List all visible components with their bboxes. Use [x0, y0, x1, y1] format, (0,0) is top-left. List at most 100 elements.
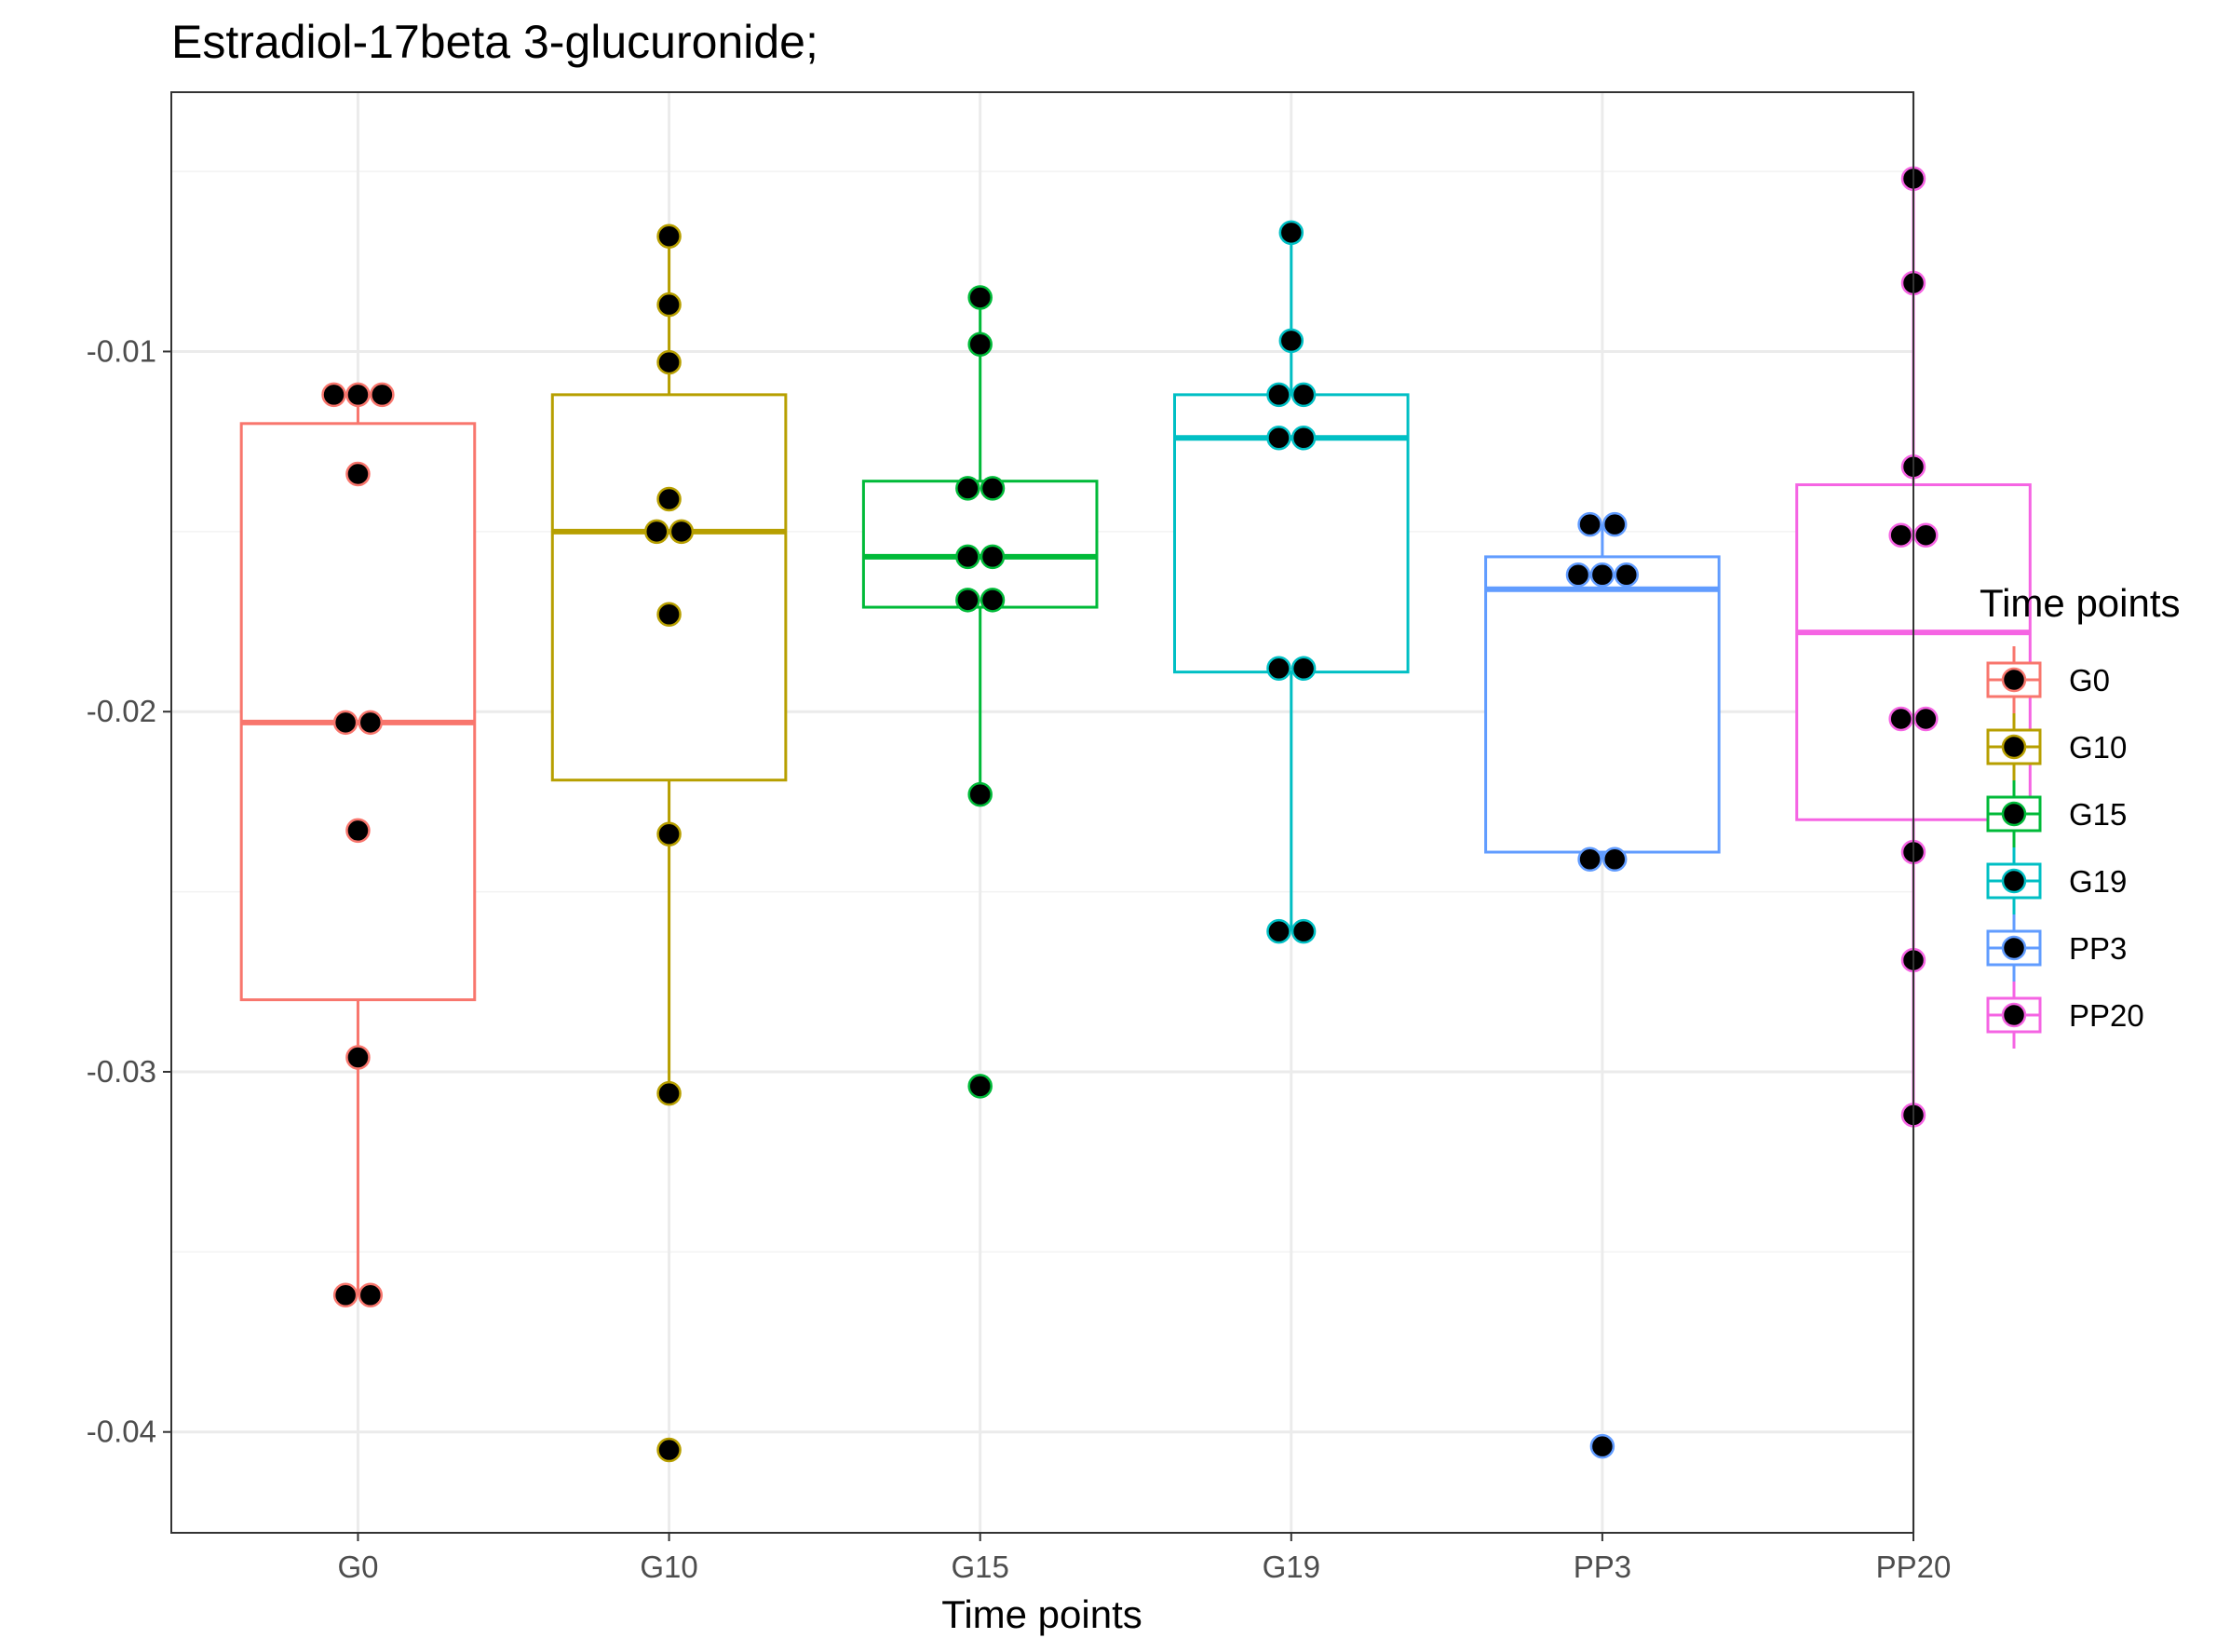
- data-point-g0: [332, 1282, 358, 1307]
- data-point-g19: [1278, 220, 1304, 246]
- y-tick-label: -0.02: [87, 694, 156, 728]
- data-point-g15: [980, 588, 1006, 613]
- data-point-pp20: [1888, 522, 1913, 548]
- y-tick-label: -0.04: [87, 1415, 156, 1449]
- y-tick-label: -0.01: [87, 333, 156, 368]
- data-point-g0: [321, 382, 346, 408]
- legend-title: Time points: [1980, 581, 2181, 625]
- data-point-g19: [1266, 426, 1291, 451]
- data-point-g15: [955, 544, 980, 570]
- data-point-g10: [656, 602, 682, 628]
- data-point-g15: [955, 588, 980, 613]
- legend-key-point: [2001, 1002, 2027, 1028]
- x-axis-title: Time points: [941, 1592, 1142, 1636]
- x-axis: G0 G10 G15 G19 PP3 PP20: [337, 1533, 1951, 1584]
- data-point-g0: [358, 1282, 384, 1307]
- data-point-g10: [656, 1080, 682, 1106]
- data-point-pp3: [1602, 846, 1628, 873]
- box-iqr: [550, 393, 788, 782]
- data-point-pp20: [1913, 522, 1939, 548]
- x-tick-label: G10: [640, 1550, 697, 1584]
- legend-key-pp3: [1986, 914, 2042, 982]
- data-point-pp20: [1888, 706, 1913, 732]
- data-point-g19: [1266, 918, 1291, 944]
- point-layer: [321, 166, 1939, 1463]
- legend-key-g19: [1986, 847, 2042, 914]
- legend-label: G15: [2069, 797, 2127, 832]
- data-point-pp20: [1913, 706, 1939, 732]
- x-tick-label: G15: [951, 1550, 1008, 1584]
- data-point-g10: [656, 1437, 682, 1463]
- data-point-g15: [955, 476, 980, 501]
- data-point-pp3: [1614, 562, 1640, 588]
- x-tick-label: G0: [337, 1550, 378, 1584]
- x-tick-label: PP20: [1876, 1550, 1952, 1584]
- y-tick-label: -0.03: [87, 1054, 156, 1089]
- data-point-g0: [358, 710, 384, 736]
- data-point-g15: [980, 476, 1006, 501]
- legend: Time points G0 G10 G15 G19 PP3 PP20: [1980, 581, 2181, 1049]
- x-tick-label: G19: [1263, 1550, 1320, 1584]
- legend-label: G10: [2069, 730, 2127, 765]
- legend-key-pp20: [1986, 982, 2042, 1049]
- box-g15: [861, 297, 1099, 795]
- legend-label: PP3: [2069, 931, 2127, 966]
- legend-key-point: [2001, 734, 2027, 760]
- chart-title: Estradiol-17beta 3-glucuronide;: [171, 16, 818, 68]
- box-g0: [239, 394, 477, 1295]
- data-point-g0: [370, 382, 395, 408]
- legend-key-g0: [1986, 646, 2042, 713]
- box-iqr: [1484, 555, 1721, 854]
- data-point-g10: [669, 519, 695, 545]
- data-point-g15: [967, 1074, 993, 1099]
- data-point-g15: [967, 332, 993, 357]
- data-point-g19: [1266, 382, 1291, 408]
- y-axis: -0.04 -0.03 -0.02 -0.01: [87, 333, 171, 1449]
- data-point-g10: [656, 291, 682, 318]
- box-iqr: [1172, 393, 1410, 674]
- legend-key-g10: [1986, 713, 2042, 780]
- data-point-pp3: [1589, 1433, 1615, 1459]
- data-point-g0: [332, 710, 358, 736]
- data-point-pp3: [1565, 562, 1591, 588]
- data-point-g15: [967, 781, 993, 807]
- data-point-pp3: [1577, 846, 1602, 873]
- box-layer: [239, 178, 2032, 1295]
- box-pp3: [1484, 524, 1721, 860]
- legend-label: PP20: [2069, 998, 2144, 1033]
- data-point-g19: [1266, 656, 1291, 682]
- data-point-g10: [656, 821, 682, 846]
- data-point-g10: [656, 486, 682, 512]
- data-point-g0: [345, 461, 371, 487]
- data-point-pp3: [1577, 511, 1602, 537]
- data-point-g19: [1291, 918, 1317, 944]
- data-point-g10: [656, 223, 682, 249]
- data-point-g19: [1278, 328, 1304, 354]
- data-point-g10: [656, 349, 682, 375]
- box-iqr: [861, 480, 1099, 609]
- data-point-g0: [345, 382, 371, 408]
- x-tick-label: PP3: [1574, 1550, 1631, 1584]
- box-g10: [550, 236, 788, 1094]
- legend-label: G19: [2069, 864, 2127, 899]
- data-point-g19: [1291, 426, 1317, 451]
- data-point-pp3: [1602, 511, 1628, 537]
- plot-panel-border: [170, 91, 1914, 1534]
- data-point-g15: [967, 285, 993, 310]
- legend-key-point: [2001, 935, 2027, 961]
- data-point-g19: [1291, 382, 1317, 408]
- legend-key-point: [2001, 868, 2027, 894]
- data-point-g10: [644, 519, 669, 545]
- legend-key-g15: [1986, 780, 2042, 847]
- legend-key-point: [2001, 801, 2027, 827]
- data-point-pp3: [1589, 562, 1615, 588]
- legend-label: G0: [2069, 663, 2110, 697]
- data-point-g0: [345, 818, 371, 844]
- box-g19: [1172, 232, 1410, 932]
- data-point-g0: [345, 1045, 371, 1070]
- data-point-g15: [980, 544, 1006, 570]
- data-point-g19: [1291, 656, 1317, 682]
- legend-key-point: [2001, 667, 2027, 693]
- box-iqr: [239, 422, 477, 1002]
